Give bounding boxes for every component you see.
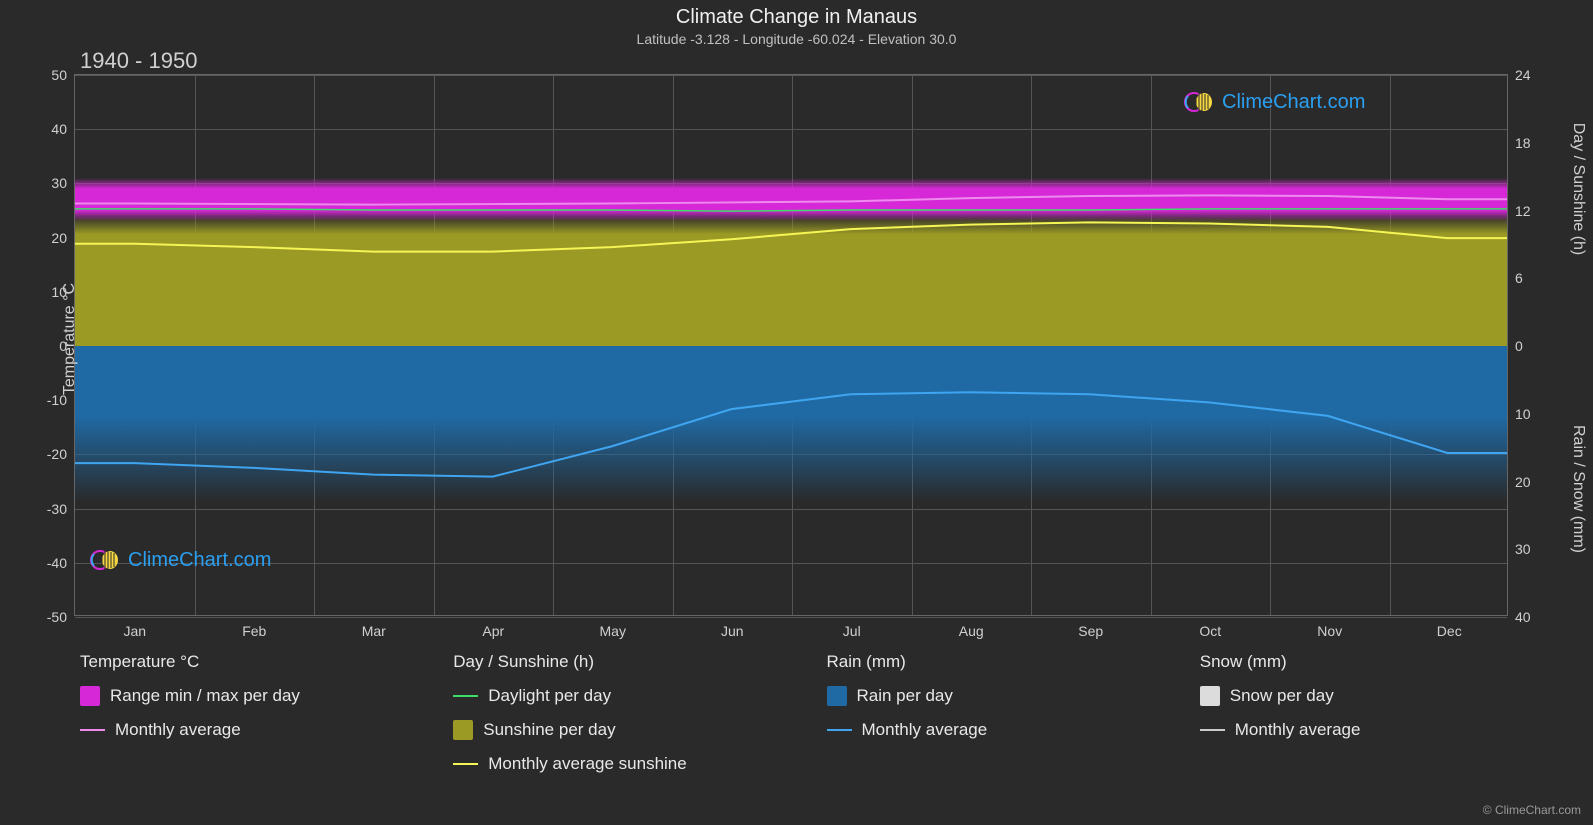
year-range-label: 1940 - 1950	[80, 48, 197, 74]
legend-label: Sunshine per day	[483, 720, 615, 740]
legend-item: Sunshine per day	[453, 720, 786, 740]
month-label: Jul	[843, 623, 861, 639]
month-label: Mar	[362, 623, 386, 639]
copyright-label: © ClimeChart.com	[1483, 803, 1581, 817]
legend-item: Monthly average	[1200, 720, 1533, 740]
month-label: May	[600, 623, 626, 639]
legend-item: Monthly average	[80, 720, 413, 740]
legend-swatch	[453, 763, 478, 765]
watermark: ClimeChart.com	[90, 548, 271, 572]
legend-swatch	[80, 686, 100, 706]
legend-label: Monthly average sunshine	[488, 754, 686, 774]
tick-left: 50	[27, 67, 67, 83]
month-label: Jan	[123, 623, 146, 639]
watermark-text: ClimeChart.com	[1222, 91, 1365, 114]
legend-swatch	[827, 686, 847, 706]
legend-col: Temperature °C Range min / max per day Mon…	[80, 652, 413, 788]
tick-right-bot: 30	[1515, 541, 1555, 557]
y-axis-right-bot-label: Rain / Snow (mm)	[1569, 389, 1587, 589]
tick-right-bot: 40	[1515, 609, 1555, 625]
data-band	[75, 346, 1507, 502]
tick-left: -40	[27, 555, 67, 571]
grid-line-h	[75, 129, 1507, 130]
legend-col: Rain (mm) Rain per day Monthly average	[827, 652, 1160, 788]
month-label: Sep	[1078, 623, 1103, 639]
legend-col: Snow (mm) Snow per day Monthly average	[1200, 652, 1533, 788]
legend-heading: Rain (mm)	[827, 652, 1160, 672]
tick-right-top: 24	[1515, 67, 1555, 83]
month-label: Nov	[1317, 623, 1342, 639]
tick-right-bot: 20	[1515, 474, 1555, 490]
legend-item: Rain per day	[827, 686, 1160, 706]
data-band	[75, 178, 1507, 221]
legend-swatch	[453, 695, 478, 697]
tick-left: -20	[27, 446, 67, 462]
legend-item: Daylight per day	[453, 686, 786, 706]
data-band	[75, 216, 1507, 346]
month-label: Apr	[482, 623, 504, 639]
watermark: ClimeChart.com	[1184, 90, 1365, 114]
logo-icon	[1184, 90, 1216, 114]
tick-left: -30	[27, 501, 67, 517]
chart-subtitle: Latitude -3.128 - Longitude -60.024 - El…	[0, 31, 1593, 47]
legend-item: Snow per day	[1200, 686, 1533, 706]
legend-label: Monthly average	[115, 720, 241, 740]
tick-left: -50	[27, 609, 67, 625]
chart-title: Climate Change in Manaus	[0, 0, 1593, 29]
legend-item: Monthly average	[827, 720, 1160, 740]
legend-label: Daylight per day	[488, 686, 611, 706]
month-label: Aug	[959, 623, 984, 639]
grid-line-h	[75, 509, 1507, 510]
legend-swatch	[827, 729, 852, 731]
tick-left: 30	[27, 175, 67, 191]
legend-swatch	[1200, 686, 1220, 706]
legend-heading: Day / Sunshine (h)	[453, 652, 786, 672]
grid-line-h	[75, 563, 1507, 564]
tick-right-bot: 10	[1515, 406, 1555, 422]
legend: Temperature °C Range min / max per day Mon…	[80, 652, 1533, 788]
grid-line-h	[75, 617, 1507, 618]
tick-left: 40	[27, 121, 67, 137]
legend-col: Day / Sunshine (h) Daylight per day Sunshi…	[453, 652, 786, 788]
legend-label: Monthly average	[1235, 720, 1361, 740]
month-label: Oct	[1199, 623, 1221, 639]
tick-right-top: 12	[1515, 203, 1555, 219]
month-label: Dec	[1437, 623, 1462, 639]
watermark-text: ClimeChart.com	[128, 549, 271, 572]
legend-heading: Snow (mm)	[1200, 652, 1533, 672]
legend-swatch	[453, 720, 473, 740]
tick-right-top: 18	[1515, 135, 1555, 151]
tick-right-top: 6	[1515, 270, 1555, 286]
legend-item: Monthly average sunshine	[453, 754, 786, 774]
logo-icon	[90, 548, 122, 572]
plot-area: -50-40-30-20-100102030405006121824102030…	[74, 74, 1508, 616]
legend-swatch	[1200, 729, 1225, 731]
y-axis-right-top-label: Day / Sunshine (h)	[1569, 89, 1587, 289]
tick-right-top: 0	[1515, 338, 1555, 354]
grid-line-h	[75, 75, 1507, 76]
legend-label: Monthly average	[862, 720, 988, 740]
legend-label: Snow per day	[1230, 686, 1334, 706]
legend-label: Rain per day	[857, 686, 953, 706]
y-axis-left-label: Temperature °C	[61, 239, 79, 439]
legend-item: Range min / max per day	[80, 686, 413, 706]
legend-swatch	[80, 729, 105, 731]
month-label: Jun	[721, 623, 744, 639]
legend-label: Range min / max per day	[110, 686, 300, 706]
legend-heading: Temperature °C	[80, 652, 413, 672]
month-label: Feb	[242, 623, 266, 639]
